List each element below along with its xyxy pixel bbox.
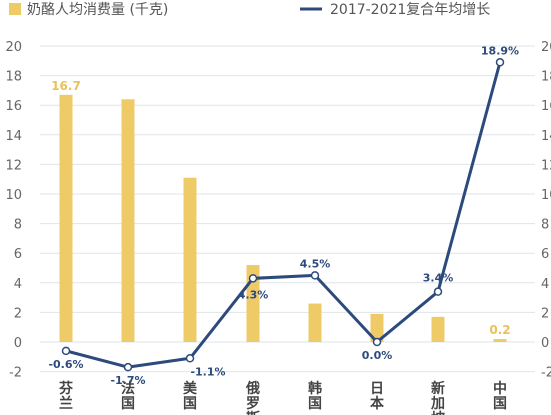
- category-label: 韩国: [308, 380, 322, 412]
- right-tick-label: 16: [541, 99, 551, 114]
- right-tick-label: 14: [541, 129, 551, 144]
- line-point: [495, 58, 505, 67]
- line-data-label: -0.6%: [48, 358, 83, 371]
- category-labels: 芬兰 法国 美国 俄罗斯 韩国 日本 新加坡 中国: [58, 380, 507, 415]
- bar: [121, 99, 135, 342]
- right-tick-label: 8: [541, 218, 549, 233]
- bar-data-label: 16.7: [51, 79, 81, 93]
- line-data-label: 4.5%: [300, 257, 331, 270]
- legend: 奶酪人均消费量 (千克) 2017-2021复合年均增长: [9, 1, 490, 18]
- left-tick-label: 4: [14, 277, 22, 292]
- category-label: 新加坡: [430, 380, 446, 415]
- left-tick-label: 0: [14, 336, 22, 351]
- bar: [431, 316, 445, 342]
- bar: [308, 303, 322, 342]
- line-point: [433, 287, 443, 296]
- left-tick-label: 14: [5, 129, 22, 144]
- legend-bar-label: 奶酪人均消费量 (千克): [27, 2, 168, 18]
- category-label: 芬兰: [58, 380, 74, 412]
- line-path: [65, 61, 502, 369]
- line-point: [372, 337, 382, 347]
- line-data-label: 3.4%: [423, 272, 454, 285]
- category-label: 美国: [183, 380, 198, 412]
- right-tick-label: 0: [541, 336, 549, 351]
- line-data-label: 0.0%: [362, 349, 393, 362]
- line-point: [248, 274, 258, 283]
- left-tick-label: 18: [5, 70, 22, 85]
- category-label: 俄罗斯: [245, 380, 260, 415]
- left-tick-label: 16: [5, 99, 22, 114]
- legend-line-label: 2017-2021复合年均增长: [330, 1, 490, 18]
- line-data-label: -1.7%: [110, 374, 145, 387]
- bar-series: 16.7 0.2: [51, 79, 511, 342]
- line-data-label: 4.3%: [238, 288, 269, 301]
- category-label: 法国: [121, 380, 135, 412]
- category-label: 中国: [493, 380, 507, 412]
- left-tick-label: 10: [5, 188, 22, 203]
- bar: [183, 177, 197, 342]
- left-tick-label: 6: [14, 247, 22, 262]
- legend-bar-swatch: [9, 3, 21, 15]
- left-tick-label: -2: [9, 366, 22, 381]
- right-tick-label: 10: [541, 188, 551, 203]
- line-point: [61, 346, 71, 356]
- left-tick-label: 20: [5, 40, 22, 55]
- left-axis-ticks: -2 0 2 4 6 8 10 12 14 16 18 20: [5, 40, 22, 381]
- right-tick-label: 20: [541, 40, 551, 55]
- right-axis-ticks: -2 0 2 4 6 8 10 12 14 16 18 20: [541, 40, 551, 381]
- bar-data-label: 0.2: [489, 323, 510, 337]
- category-label: 日本: [370, 381, 385, 412]
- bar: [493, 339, 507, 342]
- line-data-label: -1.1%: [190, 365, 225, 378]
- line-point: [185, 354, 195, 363]
- line-point: [310, 271, 320, 280]
- right-tick-label: 4: [541, 277, 549, 292]
- line-series: -0.6% -1.7% -1.1% 4.3% 4.5% 0.0% 3.4% 18.9%: [48, 44, 519, 387]
- left-tick-label: 8: [14, 218, 22, 233]
- line-point: [123, 362, 133, 372]
- left-tick-label: 12: [5, 158, 22, 173]
- right-tick-label: 6: [541, 247, 549, 262]
- left-tick-label: 2: [14, 306, 22, 321]
- right-tick-label: -2: [541, 366, 551, 381]
- right-tick-label: 2: [541, 306, 549, 321]
- right-tick-label: 12: [541, 158, 551, 173]
- bar: [370, 313, 384, 342]
- line-data-label: 18.9%: [481, 44, 519, 57]
- right-tick-label: 18: [541, 70, 551, 85]
- bar: [59, 94, 73, 342]
